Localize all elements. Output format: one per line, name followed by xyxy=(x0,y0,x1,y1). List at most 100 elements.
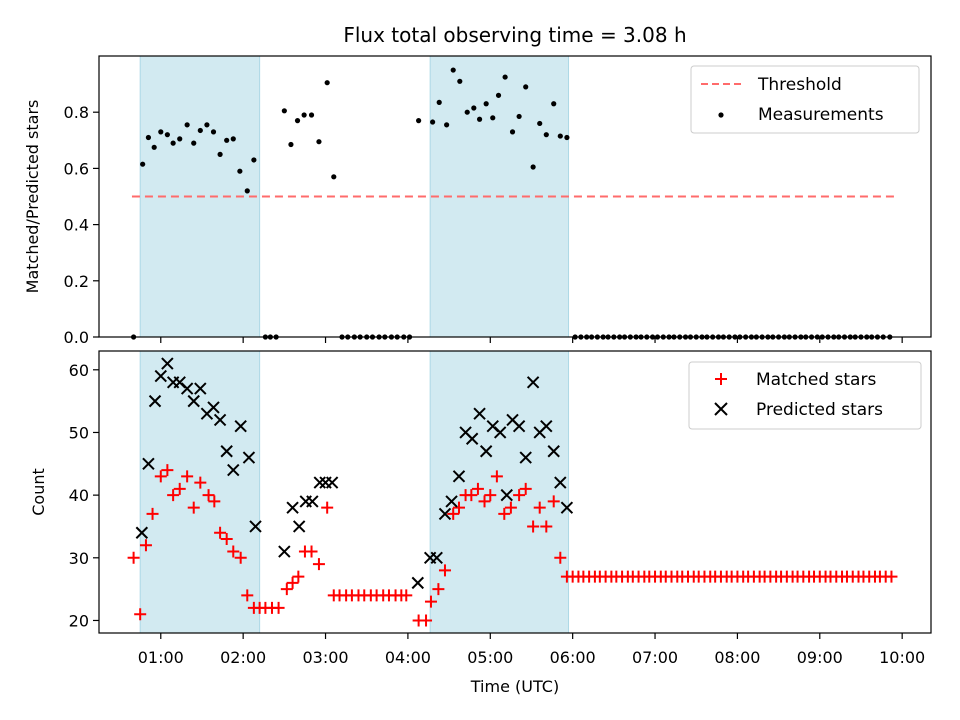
predicted-star-point xyxy=(452,470,466,483)
measurement-point xyxy=(217,151,223,157)
predicted-star-point xyxy=(473,407,486,420)
measurement-point xyxy=(184,122,190,128)
measurement-point xyxy=(158,129,164,135)
measurement-point xyxy=(224,137,230,143)
matched-star-point xyxy=(312,558,325,571)
bottom-legend: Matched stars Predicted stars xyxy=(688,361,922,430)
matched-star-point xyxy=(438,564,451,577)
predicted-star-points xyxy=(135,357,574,590)
x-axis-label: Time (UTC) xyxy=(470,677,559,696)
bottom-x-ticks: 01:00 02:00 03:00 04:00 05:00 06:00 07:00 08:00… xyxy=(138,633,925,667)
y-tick-label: 30 xyxy=(69,549,89,568)
observing-shade xyxy=(429,350,570,634)
top-y-axis-label: Matched/Predicted stars xyxy=(23,100,42,294)
predicted-star-point xyxy=(411,576,425,590)
matched-star-point xyxy=(527,520,540,533)
x-tick-label: 01:00 xyxy=(138,648,184,667)
matched-star-point xyxy=(161,464,174,477)
measurement-point xyxy=(483,101,489,107)
predicted-star-point xyxy=(540,419,553,433)
matched-star-point xyxy=(504,501,517,514)
predicted-star-point xyxy=(493,426,507,439)
measurement-point xyxy=(530,164,536,170)
legend-predicted-swatch xyxy=(714,402,728,416)
matched-star-point xyxy=(173,482,186,495)
matched-star-point xyxy=(490,470,503,483)
matched-star-point xyxy=(498,507,511,520)
matched-star-points xyxy=(127,464,898,627)
matched-star-point xyxy=(280,583,293,596)
matched-star-point xyxy=(432,583,445,596)
matched-star-point xyxy=(519,482,532,495)
ratio-panel: 0.00.20.40.60.8 Matched/Predicted stars … xyxy=(23,55,932,347)
measurement-point xyxy=(331,174,337,180)
predicted-star-point xyxy=(220,445,233,458)
predicted-star-point xyxy=(135,526,149,539)
predicted-star-point xyxy=(500,488,513,502)
measurement-point xyxy=(416,118,422,124)
measurement-point xyxy=(191,140,197,146)
matched-star-point xyxy=(321,501,334,514)
matched-star-point xyxy=(420,614,433,627)
bottom-axes-frame xyxy=(98,350,932,634)
matched-star-point xyxy=(305,545,318,558)
measurement-point xyxy=(430,119,436,125)
y-tick-label: 0.0 xyxy=(64,328,89,347)
measurement-point xyxy=(251,157,257,163)
matched-star-point xyxy=(547,495,560,508)
measurement-point xyxy=(204,122,210,128)
measurement-point xyxy=(145,134,152,141)
predicted-star-point xyxy=(292,520,306,533)
bottom-legend-box xyxy=(688,361,922,430)
matched-star-point xyxy=(139,539,152,552)
predicted-star-point xyxy=(187,394,200,408)
predicted-star-point xyxy=(213,413,227,427)
measurement-point xyxy=(537,120,543,127)
measurement-point xyxy=(170,140,176,146)
matched-star-point xyxy=(220,533,233,545)
matched-star-point xyxy=(400,589,413,602)
matched-star-point xyxy=(513,489,526,502)
predicted-star-point xyxy=(286,501,299,514)
matched-star-point xyxy=(452,501,465,514)
matched-star-point xyxy=(241,589,254,602)
measurement-point xyxy=(490,115,496,121)
measurement-point xyxy=(281,108,287,114)
matched-star-point xyxy=(286,576,299,589)
measurement-point xyxy=(324,80,330,86)
matched-star-point xyxy=(465,489,478,502)
x-tick-label: 05:00 xyxy=(467,648,513,667)
predicted-star-point xyxy=(161,357,174,370)
measurement-point xyxy=(564,134,570,141)
predicted-star-point xyxy=(313,476,326,489)
predicted-star-point xyxy=(445,495,458,508)
predicted-star-point xyxy=(554,476,567,489)
measurement-point xyxy=(210,129,217,135)
predicted-star-point xyxy=(560,501,574,514)
legend-threshold-label: Threshold xyxy=(757,75,842,95)
measurement-point xyxy=(450,67,456,73)
measurement-point xyxy=(543,132,549,138)
measurement-point xyxy=(444,122,450,128)
top-axes-frame xyxy=(98,55,932,338)
predicted-star-point xyxy=(519,451,532,464)
bottom-observing-shades xyxy=(139,350,570,634)
x-tick-label: 03:00 xyxy=(302,648,348,667)
predicted-star-point xyxy=(278,545,291,558)
matched-star-point xyxy=(208,495,221,508)
measurement-points xyxy=(130,67,893,340)
matched-star-point xyxy=(127,551,140,564)
matched-star-point xyxy=(272,601,285,614)
measurement-point xyxy=(316,139,322,145)
measurement-point xyxy=(151,144,157,150)
predicted-star-point xyxy=(465,432,479,445)
matched-star-point xyxy=(146,507,159,520)
legend-matched-swatch xyxy=(715,373,727,385)
matched-star-point xyxy=(214,526,227,539)
y-tick-label: 0.8 xyxy=(64,103,89,122)
measurement-point xyxy=(140,161,146,167)
measurement-point xyxy=(551,101,557,107)
predicted-star-point xyxy=(207,401,220,414)
measurement-point xyxy=(164,132,170,138)
x-tick-label: 04:00 xyxy=(385,648,431,667)
